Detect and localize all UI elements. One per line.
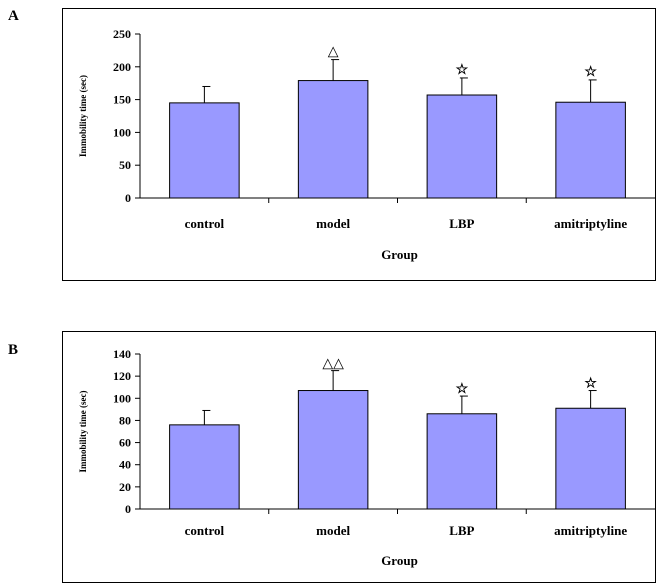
y-tick-label: 100 <box>113 391 131 405</box>
significance-marker: ☆ <box>584 64 597 80</box>
x-tick-label-model: model <box>316 216 350 231</box>
significance-marker: ☆ <box>584 376 597 392</box>
significance-marker: ☆ <box>456 381 469 397</box>
x-tick-label-amitriptyline: amitriptyline <box>554 216 627 231</box>
bar-model <box>297 80 369 199</box>
x-tick-label-LBP: LBP <box>449 216 474 231</box>
y-axis-title: Immobility time (sec) <box>78 391 88 473</box>
y-tick-label: 60 <box>119 436 131 450</box>
x-tick-label-LBP: LBP <box>449 523 474 538</box>
bar-amitriptyline <box>555 407 626 510</box>
y-tick-label: 20 <box>119 480 131 494</box>
significance-marker: ☆ <box>456 62 469 78</box>
x-axis-title: Group <box>381 553 418 568</box>
significance-marker: △△ <box>322 357 344 372</box>
y-tick-label: 150 <box>113 93 131 107</box>
y-tick-label: 100 <box>113 125 131 139</box>
y-tick-label: 40 <box>119 458 131 472</box>
y-tick-label: 120 <box>113 369 131 383</box>
y-tick-label: 0 <box>125 502 131 516</box>
y-tick-label: 140 <box>113 347 131 361</box>
x-tick-label-control: control <box>185 216 225 231</box>
panel-letter-b: B <box>8 342 19 358</box>
y-tick-label: 80 <box>119 413 131 427</box>
y-tick-label: 200 <box>113 60 131 74</box>
x-axis-title: Group <box>381 247 418 262</box>
bar-LBP <box>426 413 498 510</box>
panel-letter-a: A <box>8 8 19 24</box>
x-tick-label-amitriptyline: amitriptyline <box>554 523 627 538</box>
y-tick-label: 250 <box>113 27 131 41</box>
y-tick-label: 0 <box>125 191 131 205</box>
y-tick-label: 50 <box>119 158 131 172</box>
y-axis-title: Immobility time (sec) <box>78 75 88 157</box>
x-tick-label-control: control <box>185 523 225 538</box>
significance-marker: △ <box>328 45 339 60</box>
bar-LBP <box>426 94 498 199</box>
x-tick-label-model: model <box>316 523 350 538</box>
bar-model <box>297 390 369 510</box>
bar-amitriptyline <box>555 101 626 199</box>
bar-control <box>169 424 240 510</box>
bar-control <box>169 102 240 199</box>
